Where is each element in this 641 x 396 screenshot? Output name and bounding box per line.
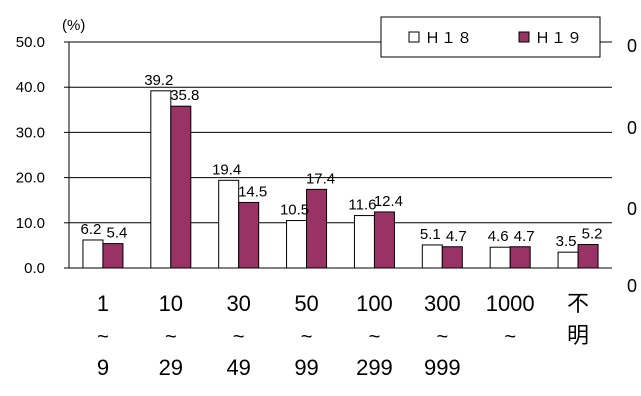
- x-tick-label: ~: [504, 326, 516, 348]
- x-tick-label: 不: [567, 291, 589, 316]
- bar-h18: [82, 239, 104, 269]
- right-tick-label: 0: [627, 36, 637, 56]
- legend-label-h18: Ｈ１８: [425, 30, 473, 47]
- x-tick-label: 49: [226, 355, 250, 380]
- x-tick-label: ~: [233, 326, 245, 348]
- bar-h18: [218, 179, 240, 269]
- x-tick-label: 999: [424, 355, 461, 380]
- x-tick-label: ~: [165, 326, 177, 348]
- bar-h18: [489, 246, 511, 269]
- y-tick-label: 50.0: [16, 34, 45, 51]
- x-tick-label: 30: [226, 291, 250, 316]
- right-tick-label: 0: [627, 118, 637, 138]
- bar-h18: [286, 220, 308, 269]
- data-label: 4.7: [514, 228, 535, 245]
- bar-h18: [421, 244, 443, 269]
- data-label: 35.8: [170, 87, 199, 104]
- data-label: 10.5: [280, 202, 309, 219]
- x-tick-label: ~: [436, 326, 448, 348]
- y-tick-label: 30.0: [16, 124, 45, 141]
- y-tick-label: 0.0: [24, 260, 45, 277]
- x-tick-label: 100: [356, 291, 393, 316]
- data-label: 17.4: [306, 170, 335, 187]
- data-label: 6.2: [81, 221, 102, 238]
- data-label: 19.4: [212, 161, 241, 178]
- bar-h19: [170, 105, 192, 269]
- x-tick-label: 99: [294, 355, 318, 380]
- data-label: 5.2: [582, 225, 603, 242]
- bar-h19: [306, 188, 328, 269]
- bar-h18: [557, 251, 579, 269]
- y-tick-label: 10.0: [16, 215, 45, 232]
- tick-labels: 0.0 10.0 20.0 30.0 40.0 50.0 1 ~9 10 ~29 30 ~49 50 ~9…: [16, 34, 589, 380]
- x-tick-label: 明: [567, 323, 589, 348]
- bar-h19: [441, 246, 463, 269]
- right-tick-label: 0: [627, 276, 637, 296]
- legend: Ｈ１８ Ｈ１９: [380, 16, 601, 58]
- axes: [64, 41, 612, 269]
- data-label: 5.4: [107, 225, 128, 242]
- x-tick-label: 50: [294, 291, 318, 316]
- bar-h19: [102, 243, 124, 269]
- bar-h19: [373, 211, 395, 269]
- x-tick-label: 300: [424, 291, 461, 316]
- data-label: 4.7: [446, 228, 467, 245]
- legend-label-h19: Ｈ１９: [535, 30, 583, 47]
- x-tick-label: ~: [301, 326, 313, 348]
- bar-h19: [577, 243, 599, 269]
- x-tick-label: 29: [159, 355, 183, 380]
- right-tick-labels: 0 0 0 0: [627, 36, 637, 296]
- y-tick-label: 40.0: [16, 79, 45, 96]
- bar-h18: [353, 215, 375, 269]
- data-label: 12.4: [374, 193, 403, 210]
- bar-h18: [150, 90, 172, 269]
- y-axis-unit: (%): [62, 17, 85, 34]
- data-label: 3.5: [556, 233, 577, 250]
- x-tick-label: ~: [369, 326, 381, 348]
- x-tick-label: 10: [159, 291, 183, 316]
- x-tick-label: ~: [97, 326, 109, 348]
- bar-h19: [509, 246, 531, 269]
- legend-swatch-h19: [518, 31, 530, 43]
- bar-h19: [238, 201, 260, 269]
- y-tick-label: 20.0: [16, 170, 45, 187]
- data-label: 14.5: [238, 183, 267, 200]
- x-tick-label: 1000: [486, 291, 535, 316]
- x-tick-label: 9: [97, 355, 109, 380]
- data-label: 5.1: [420, 226, 441, 243]
- data-label: 11.6: [348, 197, 376, 214]
- legend-swatch-h18: [408, 31, 420, 43]
- x-tick-label: 1: [97, 291, 109, 316]
- data-label: 4.6: [488, 228, 509, 245]
- x-tick-label: 299: [356, 355, 393, 380]
- data-labels: 6.2 5.4 39.235.8 19.4 14.5 10.5 17.4 11.612.4 5.…: [81, 72, 603, 250]
- right-tick-label: 0: [627, 199, 637, 219]
- data-label: 39.2: [144, 72, 173, 89]
